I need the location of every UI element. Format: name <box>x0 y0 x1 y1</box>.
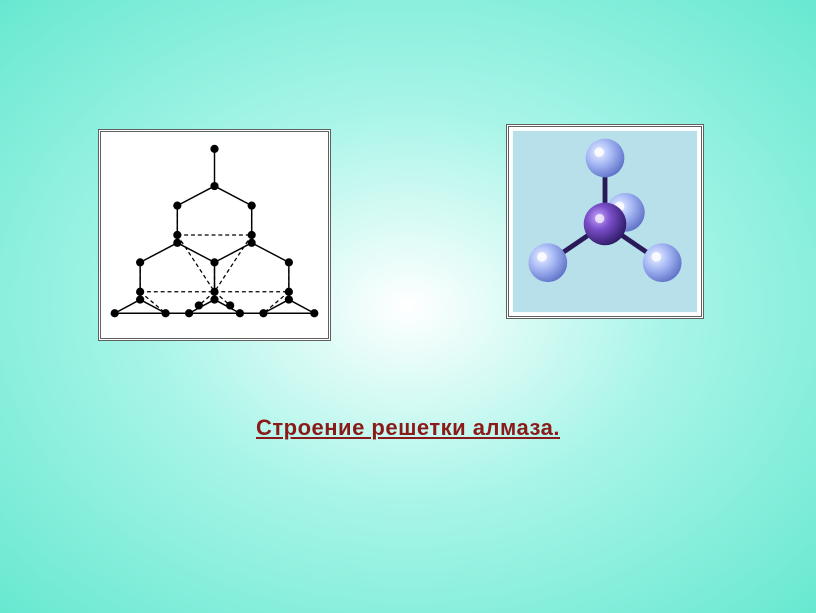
lattice-node <box>210 145 218 153</box>
lattice-node <box>111 309 119 317</box>
lattice-node <box>285 295 293 303</box>
tetrahedral-diagram-panel <box>506 124 704 319</box>
lattice-svg <box>101 132 328 338</box>
lattice-node <box>210 258 218 266</box>
lattice-node <box>248 202 256 210</box>
lattice-node <box>161 309 169 317</box>
lattice-node <box>173 202 181 210</box>
lattice-node <box>210 182 218 190</box>
lattice-node <box>185 309 193 317</box>
outer-atom <box>586 139 625 178</box>
caption-text: Строение решетки алмаза. <box>0 415 816 441</box>
lattice-node <box>136 288 144 296</box>
outer-atom <box>643 243 682 282</box>
lattice-node <box>285 288 293 296</box>
lattice-node <box>236 309 244 317</box>
center-atom <box>584 203 627 246</box>
outer-atom <box>528 243 567 282</box>
lattice-node <box>136 295 144 303</box>
lattice-node <box>248 239 256 247</box>
lattice-node <box>259 309 267 317</box>
lattice-node <box>195 301 203 309</box>
lattice-node <box>136 258 144 266</box>
lattice-node <box>210 295 218 303</box>
lattice-diagram-panel <box>98 129 331 341</box>
tetrahedral-svg <box>509 127 701 316</box>
lattice-node <box>173 239 181 247</box>
lattice-node <box>226 301 234 309</box>
lattice-node <box>173 231 181 239</box>
lattice-node <box>210 288 218 296</box>
lattice-node <box>310 309 318 317</box>
lattice-node <box>285 258 293 266</box>
lattice-node <box>248 231 256 239</box>
center-atom-highlight <box>595 214 604 223</box>
